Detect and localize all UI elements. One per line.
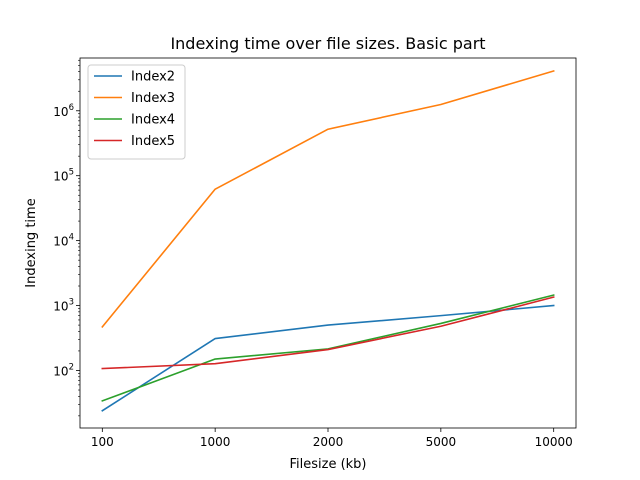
x-tick-label: 10000 — [535, 435, 573, 449]
y-tick-label: 102 — [53, 362, 74, 378]
legend: Index2 Index3 Index4 Index5 — [87, 64, 186, 160]
y-tick-label: 106 — [53, 103, 74, 119]
x-tick-label: 5000 — [426, 435, 457, 449]
x-axis-label: Filesize (kb) — [289, 457, 366, 472]
x-tick-label: 1000 — [200, 435, 231, 449]
series-line-index3 — [101, 69, 555, 328]
chart-title: Indexing time over file sizes. Basic par… — [170, 34, 485, 53]
legend-label-index2: Index2 — [131, 70, 175, 85]
x-tick-label: 100 — [91, 435, 114, 449]
series-line-index2 — [101, 304, 555, 412]
y-tick-label: 104 — [53, 233, 74, 249]
legend-label-index4: Index4 — [131, 113, 175, 128]
legend-label-index3: Index3 — [131, 91, 175, 106]
plot-area — [101, 69, 555, 412]
series-line-index5 — [101, 296, 555, 370]
y-tick-label: 105 — [53, 168, 74, 184]
legend-label-index5: Index5 — [131, 134, 175, 149]
x-axis: 100 1000 2000 5000 10000 — [91, 428, 573, 449]
x-tick-label: 2000 — [313, 435, 344, 449]
y-axis: 102 103 104 105 106 — [53, 59, 80, 417]
legend-box — [87, 64, 186, 160]
y-axis-label: Indexing time — [24, 198, 39, 287]
y-tick-label: 103 — [53, 298, 74, 314]
